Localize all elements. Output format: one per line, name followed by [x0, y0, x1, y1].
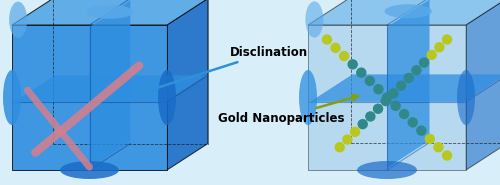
Polygon shape: [167, 0, 208, 170]
Circle shape: [366, 76, 374, 85]
Circle shape: [389, 89, 398, 98]
Ellipse shape: [9, 2, 27, 38]
Circle shape: [442, 35, 452, 44]
Circle shape: [400, 110, 408, 119]
Circle shape: [427, 50, 436, 59]
Circle shape: [382, 93, 392, 102]
Ellipse shape: [384, 4, 432, 18]
Polygon shape: [308, 25, 466, 170]
Circle shape: [435, 43, 444, 52]
Ellipse shape: [299, 70, 317, 125]
Circle shape: [374, 104, 382, 113]
Circle shape: [408, 118, 417, 127]
Polygon shape: [14, 75, 206, 102]
Ellipse shape: [457, 70, 475, 125]
Circle shape: [343, 135, 352, 144]
Circle shape: [322, 35, 332, 44]
Ellipse shape: [357, 161, 417, 179]
Circle shape: [396, 81, 406, 90]
Polygon shape: [12, 0, 208, 25]
Circle shape: [417, 126, 426, 135]
Circle shape: [358, 120, 367, 129]
Ellipse shape: [86, 5, 133, 19]
Polygon shape: [310, 74, 500, 102]
Polygon shape: [12, 25, 167, 170]
Polygon shape: [466, 0, 500, 170]
Text: Gold Nanoparticles: Gold Nanoparticles: [218, 95, 358, 125]
Circle shape: [350, 127, 360, 136]
Circle shape: [374, 85, 383, 94]
Ellipse shape: [3, 70, 21, 125]
Circle shape: [404, 73, 413, 83]
Polygon shape: [90, 1, 130, 168]
Circle shape: [366, 112, 375, 121]
Circle shape: [348, 60, 357, 69]
Circle shape: [331, 43, 340, 52]
Circle shape: [335, 143, 344, 152]
Ellipse shape: [60, 161, 119, 179]
Circle shape: [442, 151, 452, 160]
Circle shape: [434, 143, 443, 152]
Polygon shape: [308, 0, 500, 25]
Ellipse shape: [306, 1, 324, 38]
Ellipse shape: [158, 70, 176, 125]
Circle shape: [340, 52, 348, 60]
Circle shape: [357, 68, 366, 77]
Circle shape: [426, 134, 434, 143]
Circle shape: [420, 58, 428, 67]
Circle shape: [391, 101, 400, 110]
Circle shape: [412, 66, 421, 75]
Text: Disclination: Disclination: [142, 46, 308, 94]
Polygon shape: [387, 0, 430, 168]
Circle shape: [381, 97, 390, 106]
